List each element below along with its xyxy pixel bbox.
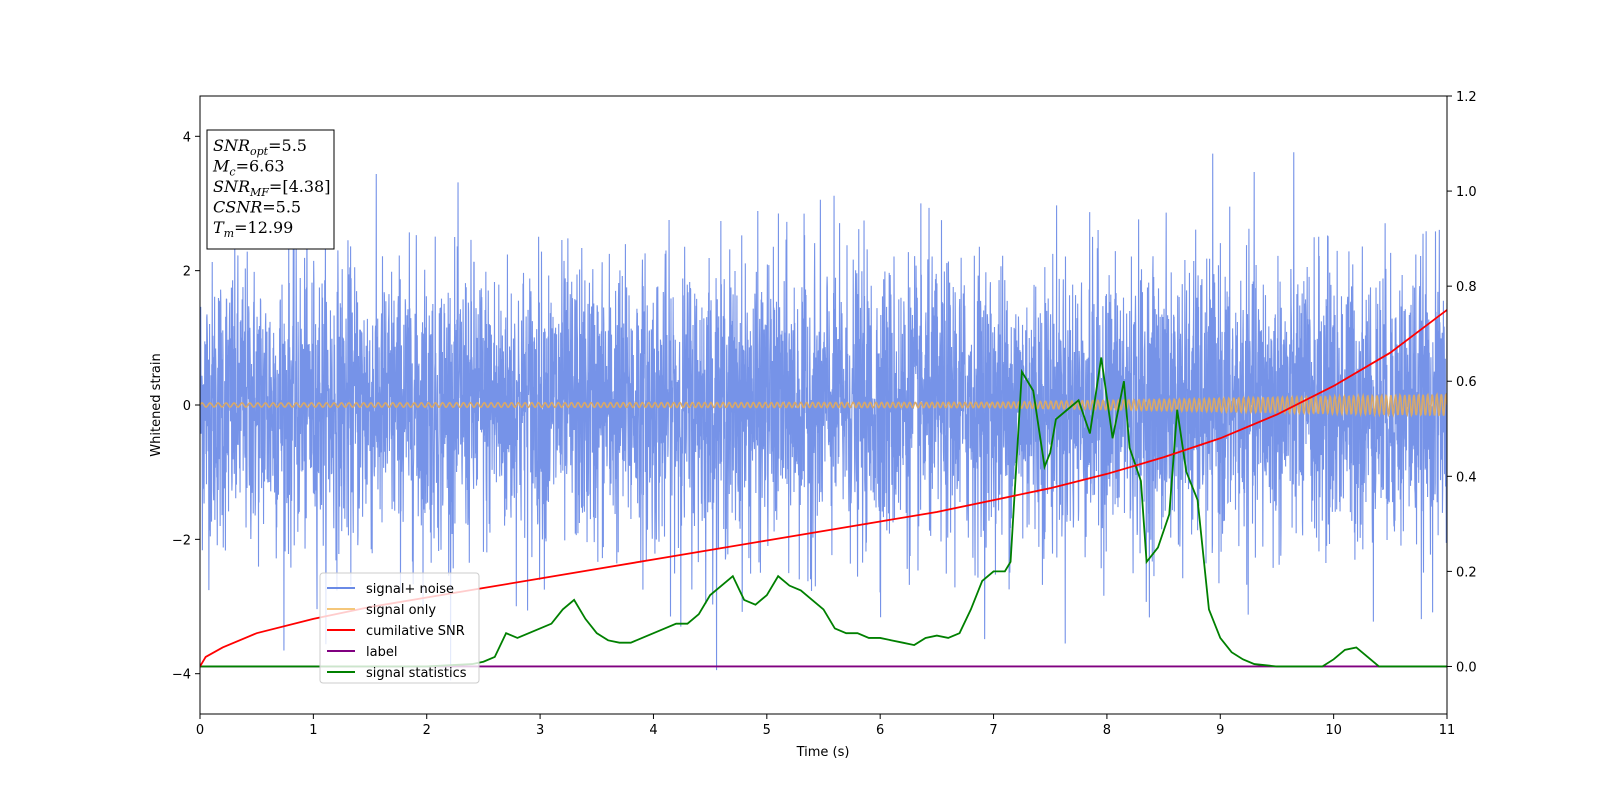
x-tick-label: 9 (1216, 723, 1224, 738)
x-tick-label: 0 (196, 723, 204, 738)
x-tick-label: 6 (876, 723, 884, 738)
info-box-line: Mc=6.63 (212, 157, 285, 179)
signal-only-series (200, 392, 1447, 418)
info-box-line: CSNR=5.5 (213, 198, 301, 217)
right-y-tick-label: 0.0 (1456, 660, 1477, 675)
signal-statistics-line (200, 357, 1447, 668)
info-box-frame (206, 129, 335, 250)
signal-plus-noise-line (200, 152, 1447, 681)
info-box: SNRopt=5.5Mc=6.63SNRMF=[4.38]CSNR=5.5Tm=… (206, 129, 335, 250)
cumilative-snr-line (200, 309, 1447, 667)
info-box-line: SNRMF=[4.38] (213, 177, 330, 199)
x-tick-label: 5 (763, 723, 771, 738)
right-y-tick-label: 0.4 (1456, 470, 1477, 485)
left-y-tick-label: −4 (172, 668, 191, 683)
x-tick-label: 2 (423, 723, 431, 738)
x-tick-label: 11 (1439, 723, 1456, 738)
x-tick-label: 8 (1103, 723, 1111, 738)
legend: signal+ noise signal only cumilative SNR la… (319, 572, 480, 684)
left-y-tick-label: 4 (183, 130, 191, 145)
right-y-tick-label: 1.0 (1456, 185, 1477, 200)
x-tick-label: 1 (309, 723, 317, 738)
left-y-tick-label: −2 (172, 533, 191, 548)
right-y-tick-label: 0.6 (1456, 375, 1477, 390)
x-axis-label: Time (s) (796, 745, 850, 760)
right-y-tick-label: 0.2 (1456, 565, 1477, 580)
legend-label: signal statistics (366, 666, 467, 681)
signal-only-line (200, 392, 1447, 418)
info-box-line: SNRopt=5.5 (213, 136, 307, 158)
legend-label: signal+ noise (366, 582, 454, 597)
left-y-tick-label: 2 (183, 265, 191, 280)
x-axis-ticks: 0 1 2 3 4 5 6 7 8 9 10 11 (196, 714, 1455, 738)
right-y-axis-ticks: 0.0 0.2 0.4 0.6 0.8 1.0 1.2 (1447, 90, 1477, 675)
signal-plus-noise-series (200, 152, 1447, 681)
legend-label: label (366, 645, 397, 660)
y-axis-label: Whitened strain (149, 353, 164, 456)
right-y-tick-label: 0.8 (1456, 280, 1477, 295)
info-box-line: Tm=12.99 (213, 218, 293, 240)
left-y-tick-label: 0 (183, 399, 191, 414)
legend-frame (319, 572, 480, 684)
x-tick-label: 4 (649, 723, 657, 738)
x-tick-label: 7 (989, 723, 997, 738)
right-y-tick-label: 1.2 (1456, 90, 1477, 105)
x-tick-label: 3 (536, 723, 544, 738)
left-y-axis-ticks: 4 2 0 −2 −4 (172, 130, 200, 683)
legend-label: signal only (366, 603, 436, 618)
x-tick-label: 10 (1325, 723, 1342, 738)
legend-label: cumilative SNR (366, 624, 465, 639)
